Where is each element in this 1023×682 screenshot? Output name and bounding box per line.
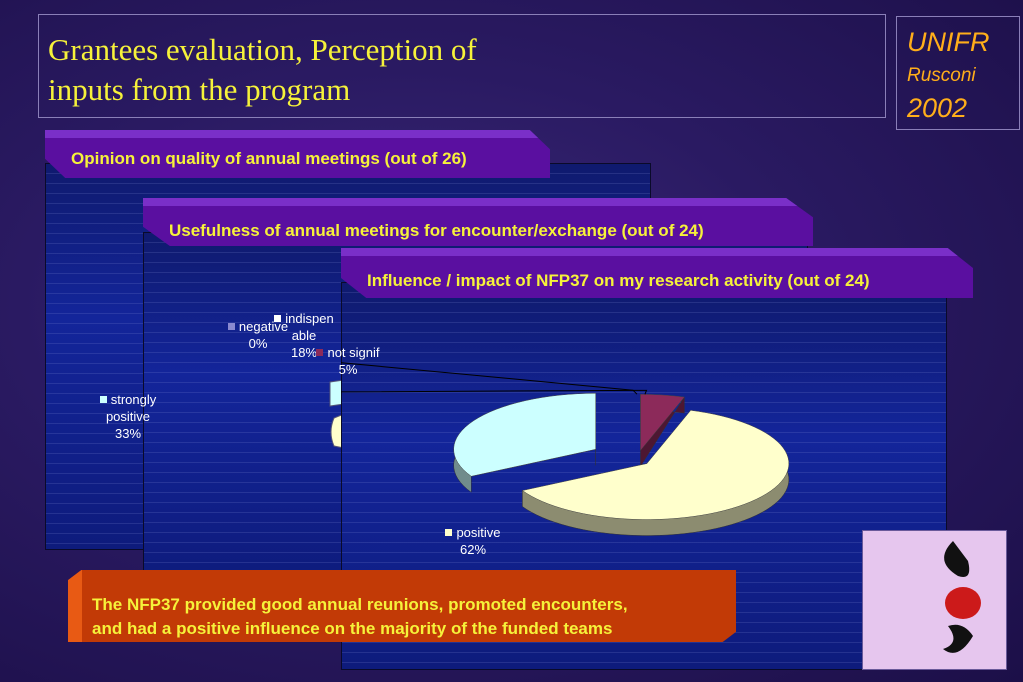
usefulness-legend-value: 18% bbox=[290, 345, 318, 360]
pie-label-value: 33% bbox=[114, 426, 142, 441]
pie-label-swatch bbox=[316, 349, 324, 356]
pie-label-text: not signif bbox=[298, 344, 398, 361]
pie-label-swatch bbox=[99, 396, 107, 403]
pie-label-text: strongly bbox=[78, 391, 178, 408]
pie-leader-line bbox=[341, 389, 648, 395]
usefulness-legend-label: indispen able 18% bbox=[264, 310, 344, 361]
brand-line-2: Rusconi bbox=[907, 65, 976, 86]
pie-label-value: 5% bbox=[338, 362, 358, 377]
tab-research-impact: Influence / impact of NFP37 on my resear… bbox=[341, 248, 973, 298]
slide-title-line-1: Grantees evaluation, Perception of bbox=[48, 32, 477, 67]
usefulness-legend-swatch bbox=[274, 315, 282, 322]
slide-title: Grantees evaluation, Perception of input… bbox=[48, 30, 608, 110]
tab-meetings-usefulness-label: Usefulness of annual meetings for encoun… bbox=[169, 221, 704, 240]
decorative-figure bbox=[943, 541, 981, 653]
pie-slice-strongly-positive bbox=[453, 393, 596, 493]
conclusion-line-2: and had a positive influence on the majo… bbox=[92, 619, 613, 638]
usefulness-pie-partial bbox=[329, 379, 345, 449]
tab-meetings-quality-label: Opinion on quality of annual meetings (o… bbox=[71, 149, 467, 168]
pie-label-text: negative bbox=[208, 318, 308, 335]
brand-line-3: 2002 bbox=[907, 93, 968, 123]
title-frame bbox=[38, 14, 886, 118]
pie-label: not signif 5% bbox=[298, 344, 398, 378]
brand-line-1: UNIFR bbox=[907, 27, 990, 57]
pie-chart bbox=[341, 362, 790, 536]
usefulness-legend-label-line-2: able bbox=[291, 328, 317, 343]
usefulness-legend-label-line-1: indispen bbox=[285, 311, 334, 326]
pie-label-value: 0% bbox=[248, 336, 268, 351]
pie-label-swatch bbox=[227, 323, 235, 330]
tab-meetings-quality: Opinion on quality of annual meetings (o… bbox=[45, 130, 550, 178]
pie-label: negative 0% bbox=[208, 318, 308, 352]
pie-label-swatch bbox=[445, 529, 453, 536]
pie-label: positive 62% bbox=[423, 524, 523, 558]
decorative-image bbox=[862, 530, 1007, 670]
pie-slice-not-signif bbox=[640, 394, 685, 468]
pie-label-value: 62% bbox=[459, 542, 487, 557]
slide-title-line-2: inputs from the program bbox=[48, 72, 351, 107]
pie-label-text: positive bbox=[423, 524, 523, 541]
tab-meetings-usefulness: Usefulness of annual meetings for encoun… bbox=[143, 198, 813, 246]
chart-title: Influence / impact of NFP37 on my resear… bbox=[367, 271, 870, 290]
conclusion-box: The NFP37 provided good annual reunions,… bbox=[68, 570, 736, 642]
pie-label-text: positive bbox=[105, 409, 151, 424]
pie-slice-positive bbox=[521, 409, 790, 536]
pie-label: strongly positive 33% bbox=[78, 391, 178, 442]
conclusion-line-1: The NFP37 provided good annual reunions,… bbox=[92, 595, 628, 614]
brand-box: UNIFR Rusconi 2002 bbox=[896, 16, 1020, 130]
